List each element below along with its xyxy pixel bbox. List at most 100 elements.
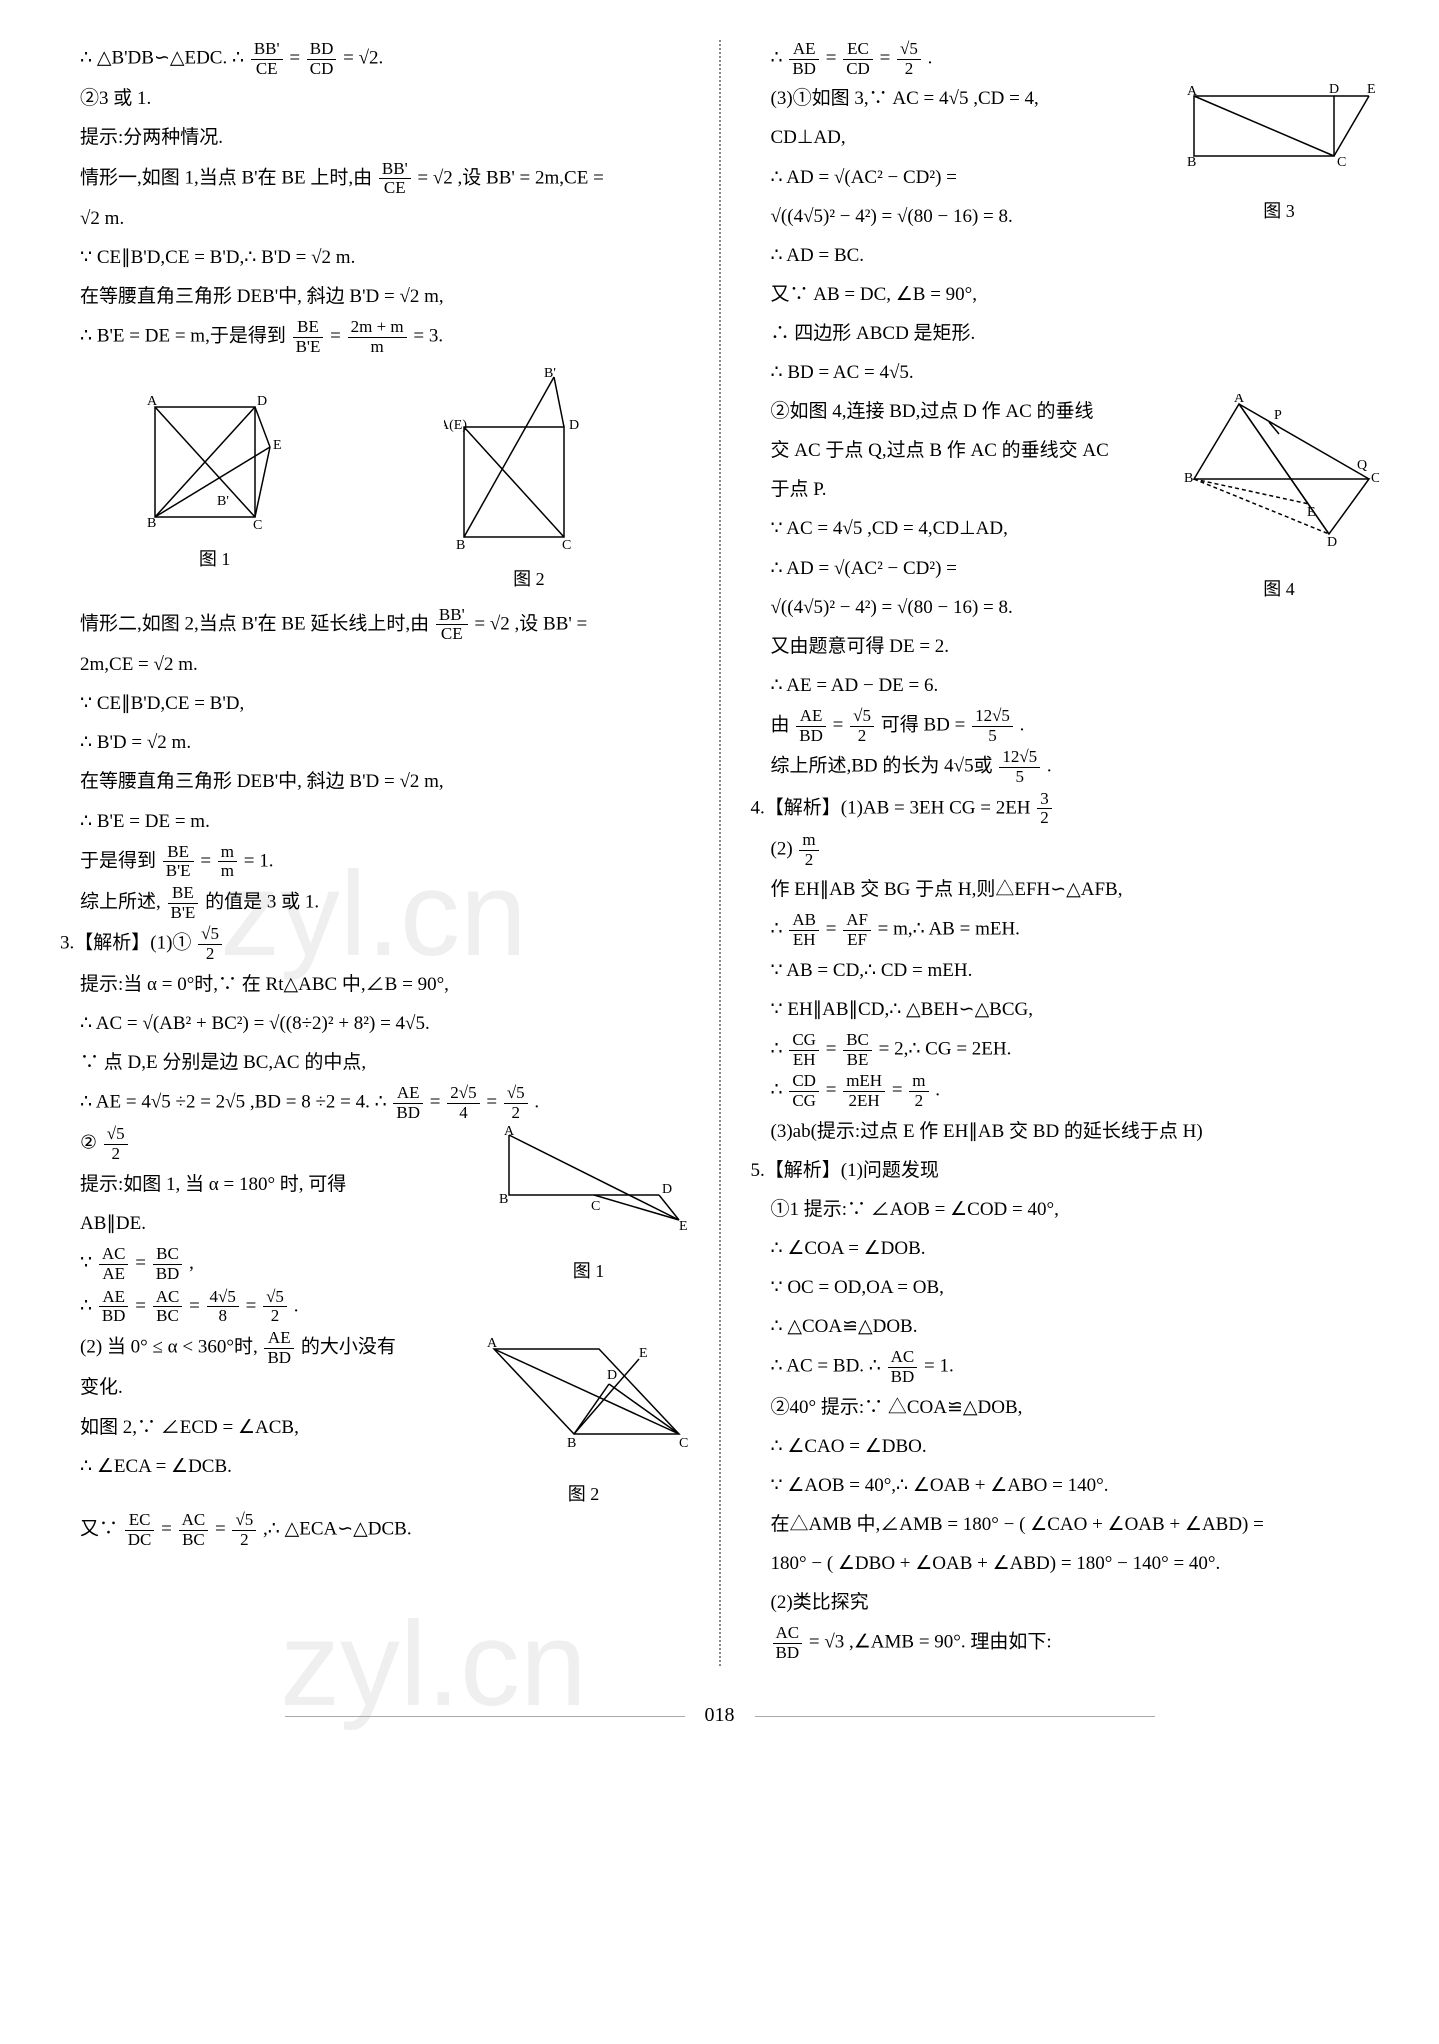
fraction: √52 xyxy=(850,707,874,745)
text-line: ①1 提示:∵ ∠AOB = ∠COD = 40°, xyxy=(751,1192,1380,1228)
fraction: CDCG xyxy=(789,1072,819,1110)
fraction: ABEH xyxy=(789,911,819,949)
svg-text:C: C xyxy=(1371,471,1379,486)
fraction: 2√54 xyxy=(447,1084,479,1122)
svg-text:C: C xyxy=(591,1199,600,1214)
fraction: BB'CE xyxy=(436,606,468,644)
text-line: ∴ AC = BD. ∴ ACBD = 1. xyxy=(751,1348,1380,1386)
text-line: ∴ △B'DB∽△EDC. ∴ BB'CE = BDCD = √2. xyxy=(60,40,689,78)
svg-text:B: B xyxy=(1184,471,1193,486)
fraction: CGEH xyxy=(789,1031,819,1069)
svg-text:C: C xyxy=(253,518,262,533)
svg-text:E: E xyxy=(639,1346,648,1361)
fraction: BEB'E xyxy=(293,318,324,356)
fraction: √52 xyxy=(897,40,921,78)
fraction: mEH2EH xyxy=(843,1072,885,1110)
svg-text:A: A xyxy=(487,1336,498,1351)
fraction: ACBD xyxy=(773,1624,803,1662)
fraction: AEBD xyxy=(789,40,819,78)
question-5: 5.【解析】(1)问题发现 xyxy=(751,1153,1380,1189)
fraction: ACBC xyxy=(153,1288,183,1326)
svg-text:D: D xyxy=(1329,82,1339,97)
svg-text:C: C xyxy=(562,538,571,553)
text-line: 又∵ ECDC = ACBC = √52 ,∴ △ECA∽△DCB. xyxy=(60,1511,689,1549)
fraction: BCBE xyxy=(843,1031,872,1069)
text-line: ∵ 点 D,E 分别是边 BC,AC 的中点, xyxy=(60,1045,689,1081)
figure-row: A B C D E B' 图 1 B' A(E) B xyxy=(60,367,689,596)
text-line: 在等腰直角三角形 DEB'中, 斜边 B'D = √2 m, xyxy=(60,279,689,315)
svg-text:A: A xyxy=(1187,84,1198,99)
text-line: ∴ △COA≌△DOB. xyxy=(751,1309,1380,1345)
text-line: ②40° 提示:∵ △COA≌△DOB, xyxy=(751,1390,1380,1426)
fraction: BEB'E xyxy=(168,884,199,922)
text-line: ∵ OC = OD,OA = OB, xyxy=(751,1270,1380,1306)
svg-text:D: D xyxy=(1327,535,1337,550)
svg-text:B: B xyxy=(567,1436,576,1451)
text-line: 情形一,如图 1,当点 B'在 BE 上时,由 BB'CE = √2 ,设 BB… xyxy=(60,160,689,198)
fraction: √52 xyxy=(198,925,222,963)
fraction: 2m + mm xyxy=(348,318,407,356)
fraction: BEB'E xyxy=(163,843,194,881)
fraction: AEBD xyxy=(393,1084,423,1122)
text-line: 提示:分两种情况. xyxy=(60,120,689,156)
text-line: ∴ ∠COA = ∠DOB. xyxy=(751,1231,1380,1267)
svg-text:B: B xyxy=(499,1192,508,1207)
figure-4: A B C D E P Q 图 4 xyxy=(1179,394,1379,606)
svg-text:A: A xyxy=(1234,394,1245,406)
text-line: 提示:当 α = 0°时,∵ 在 Rt△ABC 中,∠B = 90°, xyxy=(60,967,689,1003)
right-column: ∴ AEBD = ECCD = √52 . A B C D E xyxy=(751,40,1380,1666)
fraction: 12√55 xyxy=(999,748,1040,786)
svg-text:E: E xyxy=(273,438,282,453)
svg-text:E: E xyxy=(1307,505,1316,520)
figure-1b: A B C D E 图 1 xyxy=(489,1125,689,1287)
text-line: ∴ 四边形 ABCD 是矩形. xyxy=(751,316,1380,352)
svg-text:A: A xyxy=(147,394,158,409)
fraction: √52 xyxy=(232,1511,256,1549)
figure-caption: 图 1 xyxy=(489,1254,689,1288)
svg-text:D: D xyxy=(257,394,267,409)
fraction: ECDC xyxy=(125,1511,155,1549)
text-line: ∴ AD = BC. xyxy=(751,238,1380,274)
text-line: (3)ab(提示:过点 E 作 EH∥AB 交 BD 的延长线于点 H) xyxy=(751,1114,1380,1150)
fraction: m2 xyxy=(909,1072,928,1110)
figure-caption: 图 3 xyxy=(1179,194,1379,228)
text-line: ∴ B'E = DE = m. xyxy=(60,804,689,840)
text-line: ∴ B'E = DE = m,于是得到 BEB'E = 2m + mm = 3. xyxy=(60,318,689,356)
text-line: 180° − ( ∠DBO + ∠OAB + ∠ABD) = 180° − 14… xyxy=(751,1546,1380,1582)
figure-caption: 图 2 xyxy=(479,1477,689,1511)
text-line: ∴ AEBD = ACBC = 4√58 = √52 . xyxy=(60,1288,689,1326)
fraction: mm xyxy=(218,843,237,881)
question-3: 3.【解析】(1)① √52 xyxy=(60,925,689,963)
text-line: ∴ BD = AC = 4√5. xyxy=(751,355,1380,391)
text-line: ∴ AE = 4√5 ÷2 = 2√5 ,BD = 8 ÷2 = 4. ∴ AE… xyxy=(60,1084,689,1122)
text-line: ∴ ABEH = AFEF = m,∴ AB = mEH. xyxy=(751,911,1380,949)
svg-text:A(E): A(E) xyxy=(444,418,467,433)
svg-text:C: C xyxy=(1337,155,1346,170)
svg-text:E: E xyxy=(1367,82,1376,97)
fraction: √52 xyxy=(504,1084,528,1122)
fraction: m2 xyxy=(799,831,818,869)
svg-text:B': B' xyxy=(544,367,556,381)
text-line: √2 m. xyxy=(60,201,689,237)
text-line: 在等腰直角三角形 DEB'中, 斜边 B'D = √2 m, xyxy=(60,764,689,800)
fraction: √52 xyxy=(104,1125,128,1163)
fraction: ACBC xyxy=(179,1511,209,1549)
svg-text:C: C xyxy=(679,1436,688,1451)
text-line: 综上所述, BEB'E 的值是 3 或 1. xyxy=(60,884,689,922)
text-line: 情形二,如图 2,当点 B'在 BE 延长线上时,由 BB'CE = √2 ,设… xyxy=(60,606,689,644)
svg-text:B: B xyxy=(147,516,156,531)
figure-2b: A B C D E 图 2 xyxy=(479,1329,689,1511)
text-line: (2)类比探究 xyxy=(751,1585,1380,1621)
fraction: BCBD xyxy=(153,1245,183,1283)
text-line: (2) m2 xyxy=(751,831,1380,869)
text-line: ∵ AB = CD,∴ CD = mEH. xyxy=(751,953,1380,989)
text-line: ②3 或 1. xyxy=(60,81,689,117)
text-line: 又由题意可得 DE = 2. xyxy=(751,629,1380,665)
fraction: 12√55 xyxy=(972,707,1013,745)
column-divider xyxy=(719,40,721,1666)
svg-text:B: B xyxy=(456,538,465,553)
text-line: ∵ CE∥B'D,CE = B'D, xyxy=(60,686,689,722)
figure-2: B' A(E) B C D 图 2 xyxy=(444,367,614,596)
text-line: 2m,CE = √2 m. xyxy=(60,647,689,683)
text-line: ∴ CGEH = BCBE = 2,∴ CG = 2EH. xyxy=(751,1031,1380,1069)
